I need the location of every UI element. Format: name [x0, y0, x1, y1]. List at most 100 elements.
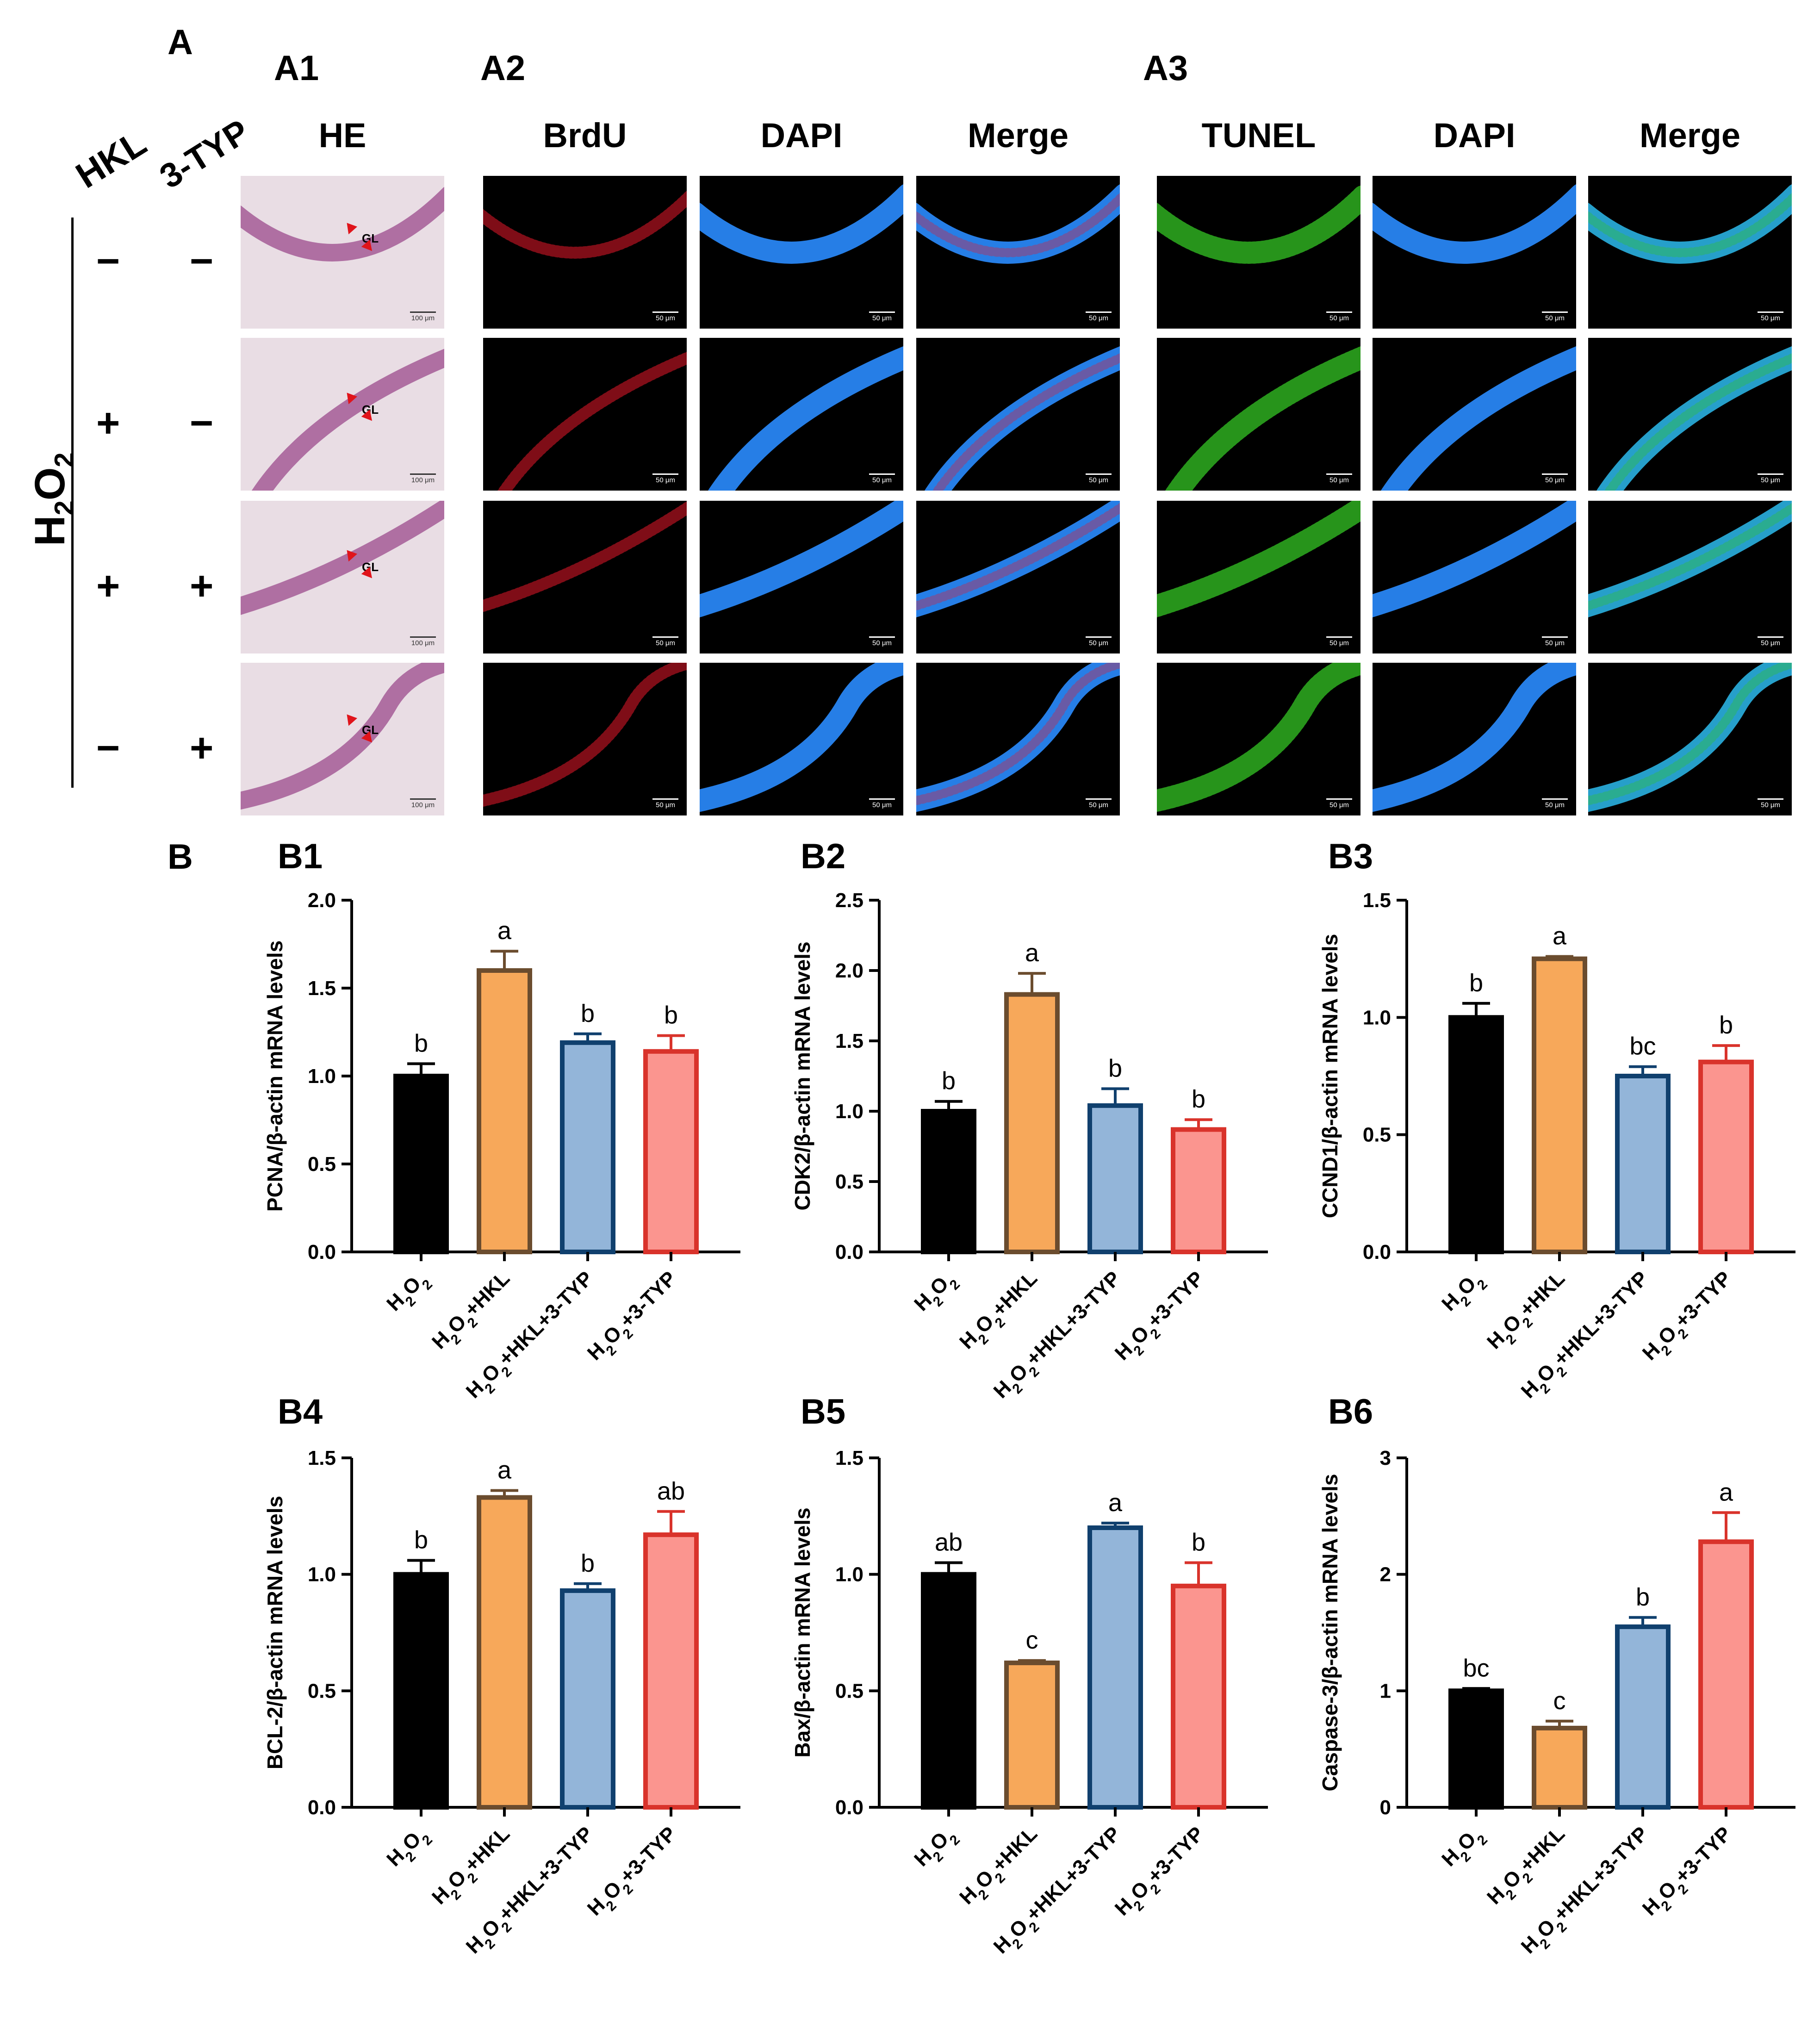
significance-letter: a — [1719, 1478, 1733, 1506]
x-tick-label: H2O2+3-TYP — [583, 1822, 685, 1924]
micrograph-dapi-a3-row-3: 50 μm — [1373, 501, 1576, 653]
micrograph-he-row-2: GL 100 μm — [241, 338, 444, 491]
bar — [1004, 992, 1060, 1254]
significance-letter: b — [1719, 1011, 1733, 1039]
significance-letter: bc — [1629, 1033, 1656, 1060]
scale-bar: 50 μm — [1542, 311, 1568, 322]
significance-letter: b — [1192, 1085, 1205, 1113]
micrograph-merge-a3-row-4: 50 μm — [1588, 663, 1792, 815]
y-tick-label: 3 — [1380, 1447, 1391, 1469]
micrograph-tunel-row-3: 50 μm — [1157, 501, 1360, 653]
significance-letter: b — [1108, 1054, 1122, 1082]
col-title-brdu: BrdU — [543, 116, 627, 155]
scale-bar: 50 μm — [1326, 636, 1352, 647]
y-tick-label: 1 — [1380, 1680, 1391, 1702]
x-tick-label: H2O2+3-TYP — [1111, 1267, 1213, 1369]
subpanel-label: B1 — [278, 837, 323, 876]
bar — [393, 1572, 449, 1810]
x-tick-label: H2O2+3-TYP — [1111, 1822, 1213, 1924]
y-tick-label: 0.0 — [308, 1241, 336, 1263]
micrograph-brdu-row-3: 50 μm — [483, 501, 687, 653]
bar — [1698, 1059, 1754, 1255]
significance-letter: b — [414, 1029, 428, 1057]
chart-b1: B1 0.0 0.5 1.0 1.5 2.0 PCNA/β-actin mRNA level… — [263, 837, 740, 1403]
treatment-bracket-line — [71, 218, 74, 788]
x-tick-label: H2O2 — [1437, 1822, 1490, 1875]
micrograph-he-row-3: GL 100 μm — [241, 501, 444, 653]
significance-letter: b — [414, 1526, 428, 1554]
scale-bar: 50 μm — [652, 798, 678, 809]
scale-bar: 100 μm — [410, 473, 436, 484]
x-tick-label: H2O2 — [910, 1822, 963, 1875]
scale-bar: 50 μm — [869, 311, 895, 322]
x-tick-label: H2O2 — [382, 1267, 435, 1319]
scale-bar: 50 μm — [1758, 636, 1783, 647]
scale-bar: 50 μm — [869, 636, 895, 647]
y-tick-label: 0.0 — [308, 1796, 336, 1819]
significance-letter: ab — [657, 1477, 685, 1505]
scale-bar: 50 μm — [1086, 473, 1112, 484]
subpanel-label: B3 — [1328, 837, 1373, 876]
micrograph-tunel-row-2: 50 μm — [1157, 338, 1360, 491]
y-tick-label: 1.5 — [835, 1447, 863, 1469]
x-tick-label: H2O2+3-TYP — [1638, 1822, 1740, 1924]
significance-letter: c — [1026, 1626, 1038, 1654]
y-tick-label: 2.5 — [835, 889, 863, 912]
y-tick-label: 0.5 — [1363, 1124, 1391, 1146]
panel-a-letter: A — [168, 23, 193, 62]
micrograph-merge-a3-row-1: 50 μm — [1588, 176, 1792, 329]
micrograph-merge-a2-row-3: 50 μm — [916, 501, 1120, 653]
bar — [1171, 1583, 1226, 1810]
significance-letter: a — [1025, 939, 1039, 967]
micrograph-dapi-a3-row-1: 50 μm — [1373, 176, 1576, 329]
x-tick-label: H2O2 — [382, 1822, 435, 1875]
scale-bar: 100 μm — [410, 636, 436, 647]
micrograph-dapi-a2-row-2: 50 μm — [700, 338, 903, 491]
significance-letter: bc — [1463, 1654, 1489, 1682]
y-tick-label: 0.0 — [1363, 1241, 1391, 1263]
scale-bar: 50 μm — [652, 473, 678, 484]
subpanel-label: B6 — [1328, 1392, 1373, 1431]
bar — [921, 1572, 976, 1810]
row-1-hkl-marker: − — [96, 238, 120, 284]
micrograph-merge-a2-row-1: 50 μm — [916, 176, 1120, 329]
scale-bar: 50 μm — [1086, 636, 1112, 647]
row-2-typ-marker: − — [190, 400, 214, 446]
y-axis-label: Bax/β-actin mRNA levels — [790, 1507, 814, 1757]
bar — [560, 1588, 615, 1810]
panel-b-letter: B — [168, 837, 193, 877]
scale-bar: 100 μm — [410, 311, 436, 322]
significance-letter: a — [1553, 922, 1567, 950]
chart-b4: B4 0.0 0.5 1.0 1.5 BCL-2/β-actin mRNA levels b… — [263, 1392, 740, 1958]
y-tick-label: 1.5 — [835, 1030, 863, 1052]
bar — [1615, 1074, 1671, 1254]
scale-bar: 50 μm — [652, 636, 678, 647]
y-axis-label: CDK2/β-actin mRNA levels — [790, 941, 814, 1210]
micrograph-brdu-row-1: 50 μm — [483, 176, 687, 329]
scale-bar: 50 μm — [869, 798, 895, 809]
scale-bar: 50 μm — [1326, 798, 1352, 809]
micrograph-brdu-row-2: 50 μm — [483, 338, 687, 491]
y-tick-label: 1.0 — [835, 1563, 863, 1586]
micrograph-dapi-a2-row-4: 50 μm — [700, 663, 903, 815]
y-tick-label: 2.0 — [308, 889, 336, 912]
gl-label: GL — [362, 560, 379, 574]
col-title-he: HE — [318, 116, 366, 155]
bar — [921, 1109, 976, 1254]
bar — [1532, 1725, 1587, 1810]
x-tick-label: H2O2 — [910, 1267, 963, 1319]
y-tick-label: 0.5 — [308, 1153, 336, 1176]
micrograph-merge-a3-row-2: 50 μm — [1588, 338, 1792, 491]
gl-label: GL — [362, 403, 379, 417]
micrograph-dapi-a2-row-3: 50 μm — [700, 501, 903, 653]
significance-letter: b — [1636, 1583, 1650, 1611]
micrograph-merge-a3-row-3: 50 μm — [1588, 501, 1792, 653]
significance-letter: a — [1108, 1489, 1123, 1517]
row-1-typ-marker: − — [190, 238, 214, 284]
bar — [1698, 1539, 1754, 1810]
row-4-hkl-marker: − — [96, 725, 120, 771]
scale-bar: 50 μm — [652, 311, 678, 322]
y-tick-label: 0.5 — [308, 1680, 336, 1702]
chart-b2: B2 0.0 0.5 1.0 1.5 2.0 2.5 CDK2/β-actin mRNA le… — [790, 837, 1268, 1403]
scale-bar: 50 μm — [1758, 798, 1783, 809]
